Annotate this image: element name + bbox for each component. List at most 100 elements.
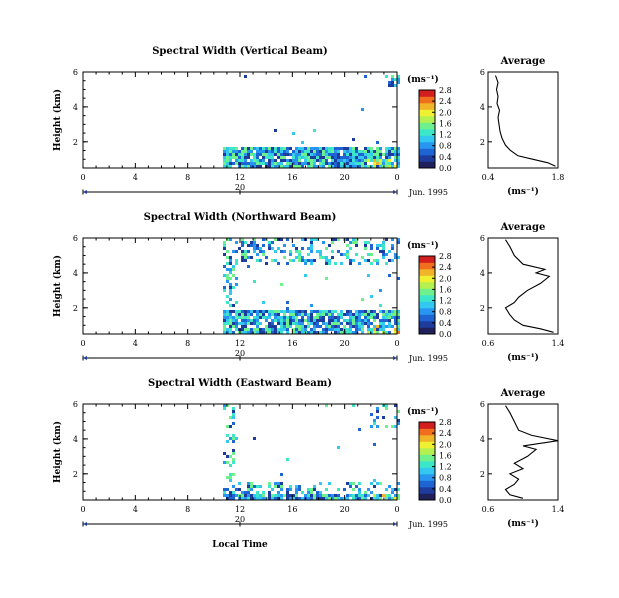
heatmap-cell [256, 147, 259, 150]
heatmap-cell [232, 440, 235, 443]
heatmap-cell [364, 150, 367, 153]
heatmap-cell [346, 162, 349, 165]
heatmap-cell [355, 156, 358, 159]
heatmap-cell [361, 319, 364, 322]
heatmap-cell [286, 307, 289, 310]
heatmap-cell [319, 147, 322, 150]
heatmap-cell [370, 331, 373, 334]
heatmap-cell [226, 331, 229, 334]
heatmap-cell [355, 244, 358, 247]
heatmap-cell [391, 147, 394, 150]
heatmap-cell [298, 253, 301, 256]
heatmap-cell [382, 313, 385, 316]
heatmap-cell [349, 262, 352, 265]
average-x-tick-label: 1.8 [552, 173, 565, 182]
heatmap-cell [238, 159, 241, 162]
heatmap-cell [310, 497, 313, 500]
heatmap-cell [277, 313, 280, 316]
heatmap-cell [295, 165, 298, 168]
colorbar-tick-label: 2.0 [439, 108, 452, 117]
heatmap-cell [253, 316, 256, 319]
heatmap-cell [319, 253, 322, 256]
heatmap-cell [388, 162, 391, 165]
heatmap-cell [280, 150, 283, 153]
heatmap-cell [277, 319, 280, 322]
heatmap-cell [250, 313, 253, 316]
heatmap-cell [298, 313, 301, 316]
heatmap-cell [361, 159, 364, 162]
heatmap-cell [289, 253, 292, 256]
heatmap-cell [352, 138, 355, 141]
heatmap-cell [268, 147, 271, 150]
heatmap-cell [352, 325, 355, 328]
heatmap-cell [229, 319, 232, 322]
heatmap-cell [226, 268, 229, 271]
heatmap-cell [325, 153, 328, 156]
heatmap-cell [394, 256, 397, 259]
heatmap-cell [352, 259, 355, 262]
heatmap-cell [382, 316, 385, 319]
heatmap-cell [235, 319, 238, 322]
heatmap-cell [301, 238, 304, 241]
heatmap-cell [283, 494, 286, 497]
heatmap-cell [346, 165, 349, 168]
heatmap-cell [280, 153, 283, 156]
x-tick-label: 0 [80, 173, 85, 182]
heatmap-cell [274, 310, 277, 313]
heatmap-cell [289, 165, 292, 168]
heatmap-cell [247, 256, 250, 259]
heatmap-cell [340, 147, 343, 150]
heatmap-cell [373, 156, 376, 159]
average-y-tick-label: 4 [480, 269, 485, 278]
heatmap-cell [319, 150, 322, 153]
x-tick-label: 8 [185, 339, 190, 348]
heatmap-cell [367, 325, 370, 328]
heatmap-cell [241, 250, 244, 253]
heatmap-cell [388, 165, 391, 168]
heatmap-cell [379, 150, 382, 153]
heatmap-cell [250, 497, 253, 500]
heatmap-cell [262, 153, 265, 156]
heatmap-cell [226, 328, 229, 331]
heatmap-cell [223, 316, 226, 319]
heatmap-cell [283, 310, 286, 313]
y-axis-label: Height (km) [52, 421, 63, 483]
heatmap-cell [391, 238, 394, 241]
heatmap-cell [388, 81, 391, 84]
x-tick-label: 16 [287, 173, 297, 182]
colorbar-segment [419, 441, 435, 449]
heatmap-cell [313, 156, 316, 159]
heatmap-cell [232, 319, 235, 322]
heatmap-cell [334, 159, 337, 162]
heatmap-cell [226, 488, 229, 491]
heatmap-cell [370, 150, 373, 153]
heatmap-cell [334, 322, 337, 325]
heatmap-cell [376, 147, 379, 150]
heatmap-cell [349, 165, 352, 168]
heatmap-cell [355, 328, 358, 331]
heatmap-cell [349, 331, 352, 334]
heatmap-cell [382, 241, 385, 244]
heatmap-cell [295, 328, 298, 331]
heatmap-cell [361, 494, 364, 497]
average-unit: (ms⁻¹) [507, 518, 539, 529]
heatmap-cell [385, 147, 388, 150]
colorbar-frame [418, 89, 436, 169]
heatmap-cell [298, 485, 301, 488]
heatmap-cell [301, 259, 304, 262]
average-profile-line [494, 75, 556, 167]
heatmap-cell [307, 322, 310, 325]
heatmap-cell [298, 150, 301, 153]
heatmap-cell [262, 159, 265, 162]
heatmap-cell [328, 162, 331, 165]
average-title: Average [500, 222, 546, 233]
heatmap-cell [313, 159, 316, 162]
heatmap-cell [274, 316, 277, 319]
heatmap-cell [274, 325, 277, 328]
heatmap-cell [223, 241, 226, 244]
heatmap-cell [316, 313, 319, 316]
heatmap-cell [295, 313, 298, 316]
heatmap-cell [361, 156, 364, 159]
heatmap-cell [226, 434, 229, 437]
heatmap-cell [325, 328, 328, 331]
